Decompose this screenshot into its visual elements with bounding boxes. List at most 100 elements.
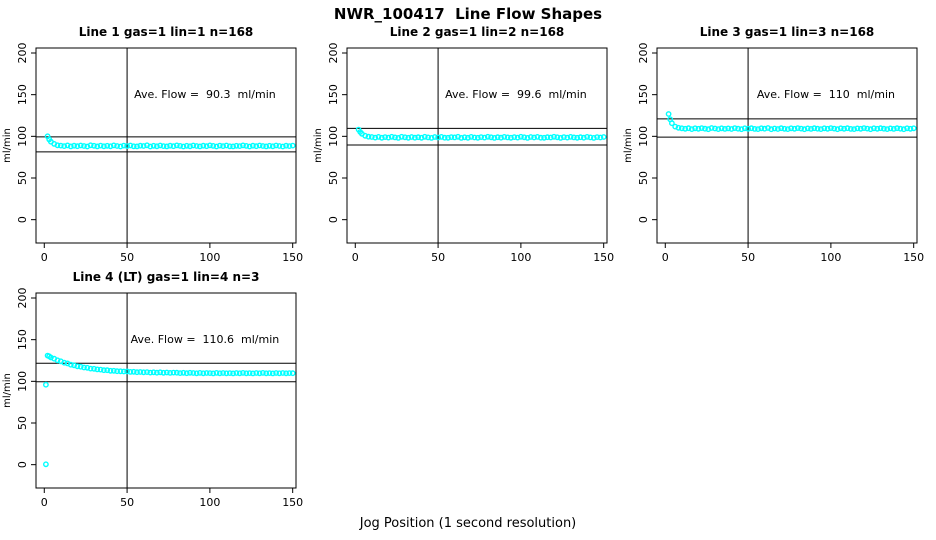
data-point (415, 134, 422, 141)
data-point (408, 134, 415, 140)
y-tick-label: 100 (637, 126, 650, 147)
data-point (276, 370, 283, 377)
data-point (94, 366, 101, 373)
data-point (120, 368, 127, 375)
data-point (173, 142, 180, 149)
y-tick-label: 150 (16, 329, 29, 350)
data-point (167, 142, 174, 149)
data-point (494, 134, 501, 141)
data-point (900, 126, 907, 133)
data-point (213, 143, 220, 150)
panel-3-title: Line 3 gas=1 lin=3 n=168 (699, 25, 875, 39)
data-point (877, 125, 884, 132)
data-point (283, 370, 289, 377)
data-point (101, 367, 107, 374)
panel-3-plot: 0 50 100 150 0 50 100 150 200 ml/min Ave. Flow = 1… (623, 43, 924, 265)
x-tick-label: 0 (41, 496, 48, 509)
data-point (127, 142, 134, 149)
data-point (170, 143, 177, 150)
data-point (748, 125, 755, 132)
data-point (187, 369, 193, 376)
data-point (910, 125, 917, 132)
x-tick-label: 0 (41, 251, 48, 264)
data-point (289, 370, 296, 377)
data-point (144, 369, 150, 375)
data-point (279, 143, 286, 150)
data-point (153, 369, 160, 376)
data-point (134, 369, 140, 376)
x-tick-label: 100 (199, 496, 220, 509)
data-point (448, 134, 455, 141)
data-point (240, 369, 246, 376)
data-point (725, 125, 732, 132)
data-point (837, 125, 844, 132)
data-point (831, 125, 838, 132)
plot-box (35, 47, 297, 244)
y-tick-label: 0 (327, 216, 340, 223)
data-point (220, 143, 227, 150)
ave-flow-annotation: Ave. Flow = 110.6 ml/min (131, 333, 280, 346)
data-point (461, 134, 468, 141)
data-point (781, 125, 788, 132)
data-point (580, 134, 587, 141)
data-point (428, 134, 435, 141)
data-point (57, 142, 64, 149)
x-tick-label: 100 (510, 251, 531, 264)
data-point (236, 143, 243, 150)
y-tick-label: 50 (16, 171, 29, 185)
data-point (210, 142, 217, 149)
data-point (368, 134, 375, 140)
panel-2-title: Line 2 gas=1 lin=2 n=168 (389, 25, 565, 39)
data-point (256, 370, 263, 377)
data-point (551, 133, 557, 140)
data-point (64, 142, 71, 149)
data-point (755, 126, 761, 133)
data-point (698, 125, 705, 132)
data-point (897, 125, 904, 132)
data-point (266, 142, 273, 149)
data-point (544, 134, 551, 141)
data-point (147, 143, 154, 150)
data-point (266, 370, 273, 376)
data-point (435, 134, 441, 141)
data-point (851, 126, 857, 133)
data-point (54, 142, 61, 149)
y-tick-label: 0 (637, 216, 650, 223)
data-point (841, 125, 847, 132)
data-point (150, 142, 157, 149)
data-point (541, 134, 547, 141)
data-point (382, 134, 388, 141)
data-point (259, 369, 266, 376)
data-point (471, 134, 478, 141)
data-point (864, 125, 871, 132)
x-tick-label: 50 (741, 251, 755, 264)
x-axis-label: Jog Position (1 second resolution) (359, 516, 577, 531)
data-point (160, 369, 167, 376)
data-point (43, 461, 49, 468)
data-point (43, 381, 49, 388)
data-point (847, 125, 854, 132)
x-tick-label: 0 (352, 251, 359, 264)
data-point (395, 134, 402, 141)
y-tick-label: 0 (16, 461, 29, 468)
data-point (741, 125, 748, 132)
data-point (170, 369, 177, 376)
data-point (263, 370, 270, 377)
data-point (365, 133, 372, 140)
data-point (702, 125, 708, 132)
data-point (828, 125, 834, 132)
data-point (117, 368, 124, 375)
data-point (751, 125, 758, 132)
data-point (279, 370, 286, 376)
ave-flow-annotation: Ave. Flow = 99.6 ml/min (445, 88, 587, 101)
data-point (451, 134, 458, 141)
data-point (256, 142, 263, 149)
data-point (134, 143, 140, 150)
data-point (91, 142, 97, 149)
data-point (193, 370, 200, 377)
data-point (481, 134, 488, 141)
x-tick-label: 150 (282, 496, 303, 509)
x-tick-label: 50 (431, 251, 445, 264)
data-point (183, 142, 190, 149)
